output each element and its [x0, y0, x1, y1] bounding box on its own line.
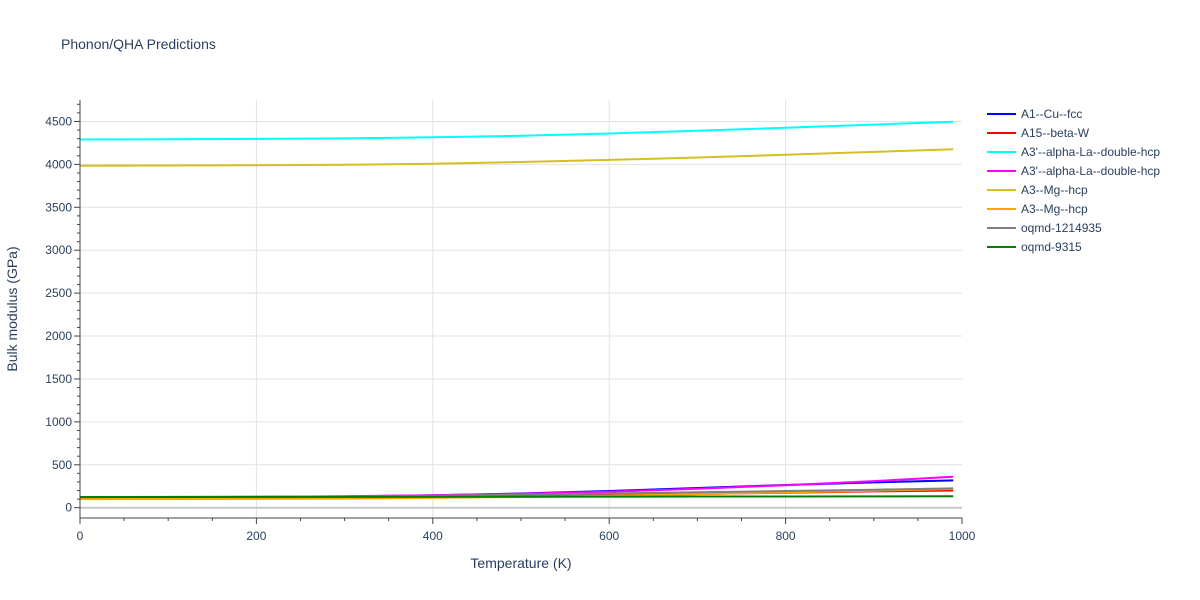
y-tick-label: 2500 — [45, 286, 72, 300]
y-tick-label: 4500 — [45, 114, 72, 128]
legend-item[interactable]: A3'--alpha-La--double-hcp — [987, 164, 1160, 178]
y-tick-label: 2000 — [45, 329, 72, 343]
x-tick-label: 400 — [423, 529, 443, 543]
legend-item[interactable]: A3'--alpha-La--double-hcp — [987, 145, 1160, 159]
legend-item[interactable]: oqmd-9315 — [987, 240, 1082, 254]
x-tick-label: 600 — [599, 529, 619, 543]
grid-layer — [80, 100, 962, 518]
y-tick-label: 500 — [52, 458, 72, 472]
legend-item[interactable]: oqmd-1214935 — [987, 221, 1102, 235]
legend-item[interactable]: A15--beta-W — [987, 126, 1090, 140]
x-tick-label: 1000 — [949, 529, 976, 543]
legend-label: A3--Mg--hcp — [1021, 183, 1088, 197]
y-tick-label: 0 — [65, 501, 72, 515]
series-line-4[interactable] — [79, 148, 954, 167]
y-tick-label: 3000 — [45, 243, 72, 257]
x-tick-label: 0 — [77, 529, 84, 543]
legend[interactable]: A1--Cu--fcc A15--beta-W A3'--alpha-La--dou… — [987, 107, 1160, 254]
y-tick-label: 4000 — [45, 157, 72, 171]
legend-label: A3--Mg--hcp — [1021, 202, 1088, 216]
series-line-2[interactable] — [79, 120, 954, 141]
y-axis-title: Bulk modulus (GPa) — [4, 246, 20, 371]
y-tick-label: 3500 — [45, 200, 72, 214]
y-tick-label: 1500 — [45, 372, 72, 386]
legend-label: oqmd-9315 — [1021, 240, 1082, 254]
legend-item[interactable]: A3--Mg--hcp — [987, 183, 1088, 197]
y-tick-label: 1000 — [45, 415, 72, 429]
x-axis-title: Temperature (K) — [470, 555, 571, 571]
legend-label: oqmd-1214935 — [1021, 221, 1102, 235]
legend-item[interactable]: A3--Mg--hcp — [987, 202, 1088, 216]
series-layer — [79, 120, 954, 501]
legend-item[interactable]: A1--Cu--fcc — [987, 107, 1082, 121]
legend-label: A1--Cu--fcc — [1021, 107, 1082, 121]
chart-title: Phonon/QHA Predictions — [61, 36, 216, 52]
legend-label: A3'--alpha-La--double-hcp — [1021, 164, 1160, 178]
legend-label: A15--beta-W — [1021, 126, 1090, 140]
x-tick-label: 800 — [776, 529, 796, 543]
x-tick-label: 200 — [246, 529, 266, 543]
axis-layer: 0 500 1000 1500 2000 2500 3000 3500 4000 4500 0 200… — [45, 100, 976, 543]
series-line-7[interactable] — [80, 495, 954, 498]
legend-label: A3'--alpha-La--double-hcp — [1021, 145, 1160, 159]
